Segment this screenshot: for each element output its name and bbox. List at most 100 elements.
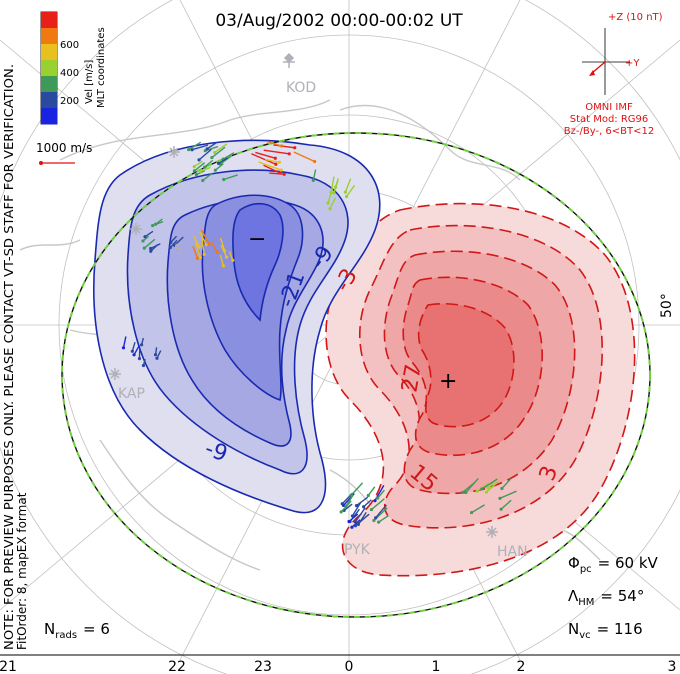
velocity-vector-origin (287, 152, 291, 156)
velocity-vector (471, 504, 485, 514)
velocity-vector (312, 169, 317, 181)
velocity-vector (499, 490, 517, 499)
velocity-vector (462, 481, 476, 493)
velocity-vector (143, 238, 156, 249)
velocity-vector-origin (213, 168, 217, 172)
velocity-vector-origin (464, 490, 468, 495)
station-s: S (130, 146, 183, 258)
velocity-vector (333, 180, 339, 194)
velocity-vector-origin (151, 223, 155, 228)
colorbar-cell (41, 76, 57, 93)
velocity-vector-origin (339, 510, 343, 514)
vector-scale-label: 1000 m/s (36, 141, 92, 155)
velocity-vector-origin (349, 493, 353, 497)
mlt-tick-22: 22 (168, 659, 186, 674)
colorbar-cell (41, 12, 57, 29)
velocity-vector-origin (311, 178, 315, 182)
velocity-vector-origin (130, 349, 134, 353)
velocity-vector-origin (153, 222, 158, 226)
stat-nvc-value: = 116 (597, 620, 643, 638)
stat-phi-symbol: Φ (568, 554, 580, 572)
station-pyk-label: PYK (344, 542, 371, 558)
velocity-vector-origin (340, 502, 344, 506)
svg-text:Nvc= 116: Nvc = 116 (568, 620, 643, 641)
velocity-vector (214, 143, 228, 154)
velocity-vector-origin (143, 235, 147, 239)
velocity-vector-origin (313, 159, 317, 164)
svg-text:Φpc= 60 kV: Φpc = 60 kV (568, 554, 659, 575)
latitude-label: 50° (659, 293, 675, 318)
velocity-vector (201, 238, 205, 255)
velocity-vector (211, 146, 226, 159)
station-kap-label: KAP (118, 386, 145, 402)
velocity-vector (198, 148, 212, 161)
stat-phi: Φpc = 60 kV (568, 554, 659, 575)
stat-phi-sub: pc (580, 564, 592, 575)
velocity-vector-origin (187, 148, 191, 152)
velocity-vector (200, 229, 210, 245)
velocity-vector-origin (372, 518, 376, 523)
velocity-vector-origin (153, 353, 158, 357)
velocity-vector (344, 178, 352, 193)
velocity-vector (255, 151, 276, 159)
velocity-vector-origin (369, 507, 374, 512)
velocity-vector-origin (140, 343, 144, 347)
velocity-vector-origin (475, 489, 479, 493)
stats-panel: Φpc = 60 kV ΛHM = 54° Nvc = 116 Nrads = 6 (44, 554, 659, 641)
velocity-vector-origin (225, 255, 229, 259)
velocity-vector (350, 482, 364, 496)
velocity-vector-origin (347, 519, 351, 524)
stat-nrads-symbol: N (44, 620, 55, 638)
velocity-vector-origin (203, 165, 207, 169)
velocity-vector-origin (354, 504, 359, 508)
velocity-vector-origin (293, 146, 297, 150)
stat-nrads-sub: rads (55, 630, 77, 641)
velocity-vector-origin (205, 147, 209, 151)
velocity-vector-origin (499, 507, 503, 511)
velocity-vector (264, 158, 280, 163)
velocity-vector (263, 164, 281, 174)
velocity-vector-origin (210, 155, 214, 160)
colorbar-cell (41, 28, 57, 45)
velocity-vector (193, 236, 200, 248)
velocity-vector (188, 141, 202, 151)
velocity-vector (343, 503, 353, 511)
velocity-vector-origin (470, 510, 474, 515)
velocity-vector-origin (277, 160, 281, 164)
velocity-vector-origin (204, 243, 208, 247)
stations: KOD KAP PYK HAN S (109, 52, 528, 560)
station-kap: KAP (109, 368, 145, 402)
stat-nrads: Nrads = 6 (44, 620, 110, 641)
velocity-vector (122, 336, 127, 348)
velocity-vector (210, 241, 218, 253)
velocity-vector-origin (460, 490, 465, 495)
velocity-vector-origin (374, 516, 378, 520)
negative-potential-cell (93, 139, 381, 514)
velocity-vector (346, 184, 356, 197)
velocity-vector (193, 162, 206, 172)
velocity-vector-origin (142, 246, 146, 250)
colorbar-cell (41, 108, 57, 125)
velocity-vector (354, 513, 370, 527)
mlt-tick-3: 3 (668, 659, 677, 674)
mlt-tick-21: 21 (0, 659, 17, 674)
velocity-vector-origin (192, 169, 197, 173)
imf-condition: Bz-/By-, 6<BT<12 (564, 126, 654, 137)
velocity-vector (481, 478, 498, 490)
stat-lambda-sub: HM (578, 597, 594, 608)
velocity-vector (329, 197, 337, 210)
velocity-vector-origin (344, 194, 349, 199)
velocity-vector (206, 141, 218, 150)
stat-nvc-symbol: N (568, 620, 579, 638)
velocity-vector-origin (207, 242, 211, 246)
stat-lambda: ΛHM = 54° (568, 587, 644, 608)
colorbar-label: Vel [m/s] (84, 60, 95, 104)
velocity-vector-origin (221, 264, 225, 268)
velocity-vector-origin (197, 158, 201, 162)
station-han: HAN (486, 526, 528, 560)
velocity-vector-origin (498, 496, 502, 500)
hm-boundary (61, 132, 651, 618)
velocity-vector (354, 507, 366, 523)
velocity-vector (218, 157, 229, 164)
velocity-vector-origin (168, 245, 172, 250)
